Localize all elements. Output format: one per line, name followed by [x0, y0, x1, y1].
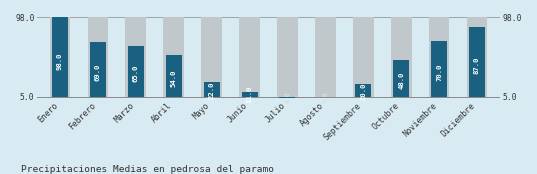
- Bar: [431, 41, 447, 97]
- Bar: [429, 17, 449, 97]
- Text: 20.0: 20.0: [360, 82, 366, 100]
- Bar: [49, 17, 70, 97]
- Text: 4.0: 4.0: [285, 91, 291, 103]
- Bar: [90, 42, 106, 97]
- Text: 22.0: 22.0: [209, 81, 215, 99]
- Bar: [391, 17, 411, 97]
- Text: 65.0: 65.0: [133, 65, 139, 82]
- Bar: [393, 60, 409, 97]
- Bar: [163, 17, 184, 97]
- Bar: [88, 17, 108, 97]
- Text: 54.0: 54.0: [171, 69, 177, 87]
- Text: 48.0: 48.0: [398, 72, 404, 89]
- Bar: [242, 92, 258, 97]
- Bar: [467, 17, 488, 97]
- Text: 70.0: 70.0: [436, 63, 442, 81]
- Bar: [239, 17, 260, 97]
- Bar: [355, 84, 371, 97]
- Bar: [128, 46, 144, 97]
- Text: 5.0: 5.0: [322, 91, 328, 102]
- Bar: [277, 17, 298, 97]
- Bar: [204, 82, 220, 97]
- Bar: [315, 17, 336, 97]
- Bar: [469, 27, 485, 97]
- Bar: [279, 97, 295, 98]
- Bar: [201, 17, 222, 97]
- Bar: [166, 55, 182, 97]
- Text: 69.0: 69.0: [95, 63, 101, 81]
- Bar: [126, 17, 146, 97]
- Bar: [52, 17, 68, 97]
- Text: 98.0: 98.0: [57, 52, 63, 70]
- Text: Precipitaciones Medias en pedrosa del paramo: Precipitaciones Medias en pedrosa del pa…: [21, 165, 274, 174]
- Bar: [353, 17, 374, 97]
- Text: 87.0: 87.0: [474, 57, 480, 74]
- Text: 11.0: 11.0: [246, 86, 252, 103]
